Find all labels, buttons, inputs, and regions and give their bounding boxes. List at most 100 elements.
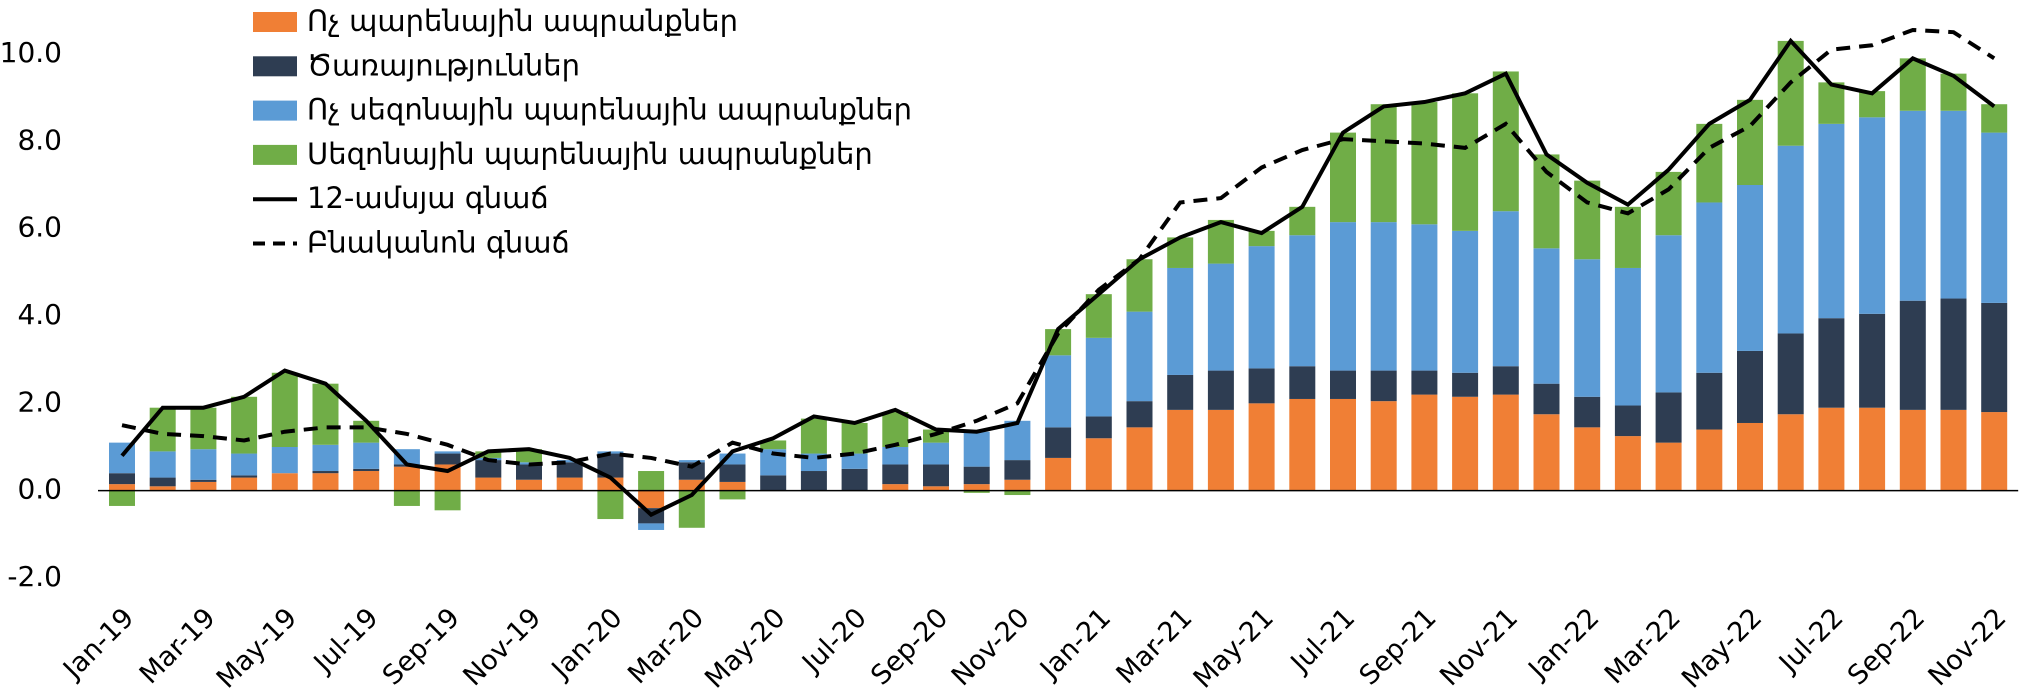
bar [638, 490, 665, 509]
bar [1004, 420, 1031, 461]
legend-swatch [253, 100, 297, 121]
bar [1492, 366, 1519, 395]
bar [1045, 457, 1072, 491]
bar [1777, 40, 1804, 146]
bar [1330, 370, 1356, 399]
bar [963, 466, 990, 485]
legend-swatch [253, 144, 297, 165]
bar [556, 477, 583, 491]
bar [434, 453, 461, 465]
bar [1248, 403, 1275, 491]
x-tick-label: Nov-22 [1923, 602, 2013, 692]
bar [1859, 407, 1886, 491]
bar [1248, 246, 1275, 369]
bar [149, 407, 176, 452]
bar [1370, 401, 1397, 491]
bar [109, 473, 135, 485]
bar [678, 479, 705, 491]
bar [190, 481, 217, 491]
bar [312, 471, 339, 474]
line [121, 27, 1996, 469]
bar [1533, 154, 1560, 249]
bar [475, 460, 502, 478]
bar [678, 460, 705, 463]
legend-label: Ոչ սեզոնային պարենային ապրանքներ [307, 93, 912, 127]
bar [1981, 302, 2008, 413]
bar [109, 484, 135, 491]
x-tick-label: Jul-21 [1284, 602, 1362, 680]
bar [638, 471, 665, 491]
bar [1737, 350, 1763, 423]
bar [231, 475, 258, 478]
x-tick-label: Mar-20 [622, 602, 710, 690]
bar [1981, 104, 2008, 133]
legend-label: Սեզոնային պարենային ապրանքներ [307, 137, 873, 171]
y-tick-label: 6.0 [17, 211, 62, 244]
bar [1696, 429, 1723, 491]
bar [719, 490, 746, 500]
bar [556, 462, 583, 478]
bar [1452, 93, 1479, 231]
bar [353, 471, 380, 491]
bar [1981, 412, 2008, 491]
x-tick-label: Nov-20 [946, 602, 1036, 692]
bar [109, 490, 135, 506]
bar [1248, 368, 1275, 404]
bar [923, 464, 949, 487]
bar [1737, 422, 1763, 491]
bar [923, 442, 949, 465]
bar [923, 486, 949, 491]
x-tick-label: Sep-20 [865, 602, 954, 691]
y-tick-label: 8.0 [17, 123, 62, 156]
x-tick-label: Sep-19 [377, 602, 466, 691]
bar [719, 453, 746, 465]
bar [149, 486, 176, 491]
x-tick-label: May-20 [699, 602, 791, 694]
bar [1655, 235, 1682, 393]
line [120, 37, 1996, 518]
x-tick-label: Sep-22 [1842, 602, 1931, 691]
bar [1492, 211, 1519, 367]
bar [1207, 263, 1234, 371]
bar [1004, 490, 1031, 496]
bar [231, 396, 258, 454]
bar [1614, 206, 1641, 268]
bar [1859, 117, 1886, 314]
bar [1940, 409, 1967, 491]
bar [1533, 414, 1560, 491]
bar [1045, 355, 1072, 428]
x-tick-label: May-22 [1676, 602, 1768, 694]
bar [475, 477, 502, 491]
bar [271, 447, 298, 474]
bar [1085, 337, 1112, 417]
bar [1167, 374, 1194, 410]
bar [1370, 222, 1397, 371]
bar [1737, 99, 1763, 185]
bar [719, 481, 746, 491]
bar [1777, 414, 1804, 491]
bar [800, 418, 827, 454]
bar [841, 468, 868, 491]
bar [1207, 370, 1234, 410]
bar [271, 372, 298, 447]
bar [1045, 427, 1072, 458]
bar [393, 466, 420, 491]
bar [393, 490, 420, 506]
bar [312, 444, 339, 472]
bar [149, 477, 176, 487]
bar [1167, 267, 1194, 375]
bar [353, 442, 380, 469]
bar [1777, 333, 1804, 415]
bar [434, 451, 461, 454]
bar [1289, 366, 1316, 399]
bar [1330, 222, 1356, 371]
bar [1289, 398, 1316, 491]
legend-label: Ոչ պարենային ապրանքներ [307, 4, 738, 38]
bar [434, 490, 461, 511]
legend-swatch [253, 56, 297, 77]
bar [1085, 438, 1112, 491]
bar [1533, 248, 1560, 384]
x-tick-label: Mar-19 [134, 602, 222, 690]
bar [231, 453, 258, 476]
